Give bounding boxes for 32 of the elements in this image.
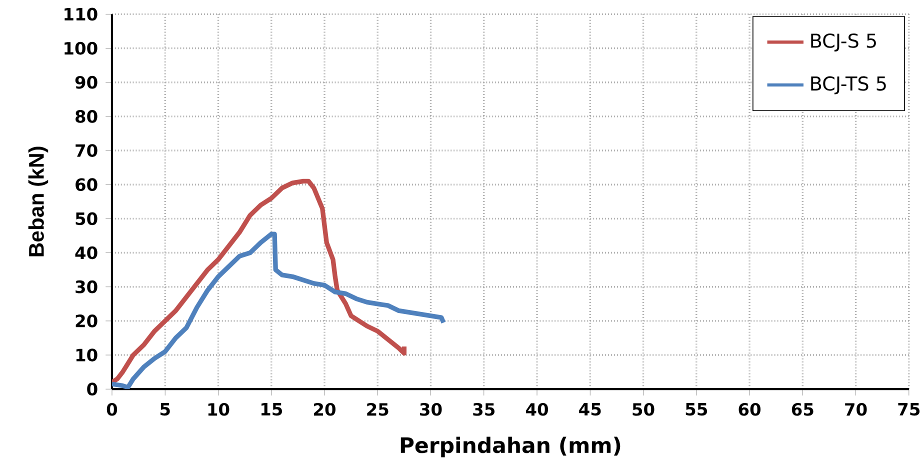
y-axis-title: Beban (kN) — [28, 146, 48, 256]
y-tick-label: 80 — [76, 110, 98, 123]
x-tick-label: 55 — [686, 402, 708, 416]
x-tick-label: 60 — [738, 402, 761, 416]
y-tick-label: 100 — [64, 42, 98, 55]
x-tick-label: 25 — [367, 402, 388, 416]
x-tick-label: 35 — [473, 402, 495, 416]
x-tick-label: 30 — [420, 402, 442, 416]
x-tick-label: 70 — [845, 402, 867, 416]
y-tick-label: 90 — [75, 76, 98, 89]
x-tick-label: 15 — [261, 402, 282, 416]
x-tick-label: 75 — [898, 402, 920, 416]
y-tick-label: 0 — [87, 382, 98, 396]
y-tick-label: 60 — [76, 178, 98, 192]
x-tick-label: 10 — [208, 402, 230, 416]
y-tick-label: 40 — [75, 246, 98, 260]
y-tick-label: 20 — [76, 314, 98, 328]
legend-label: BCJ-TS 5 — [811, 76, 886, 94]
x-tick-label: 65 — [792, 402, 814, 416]
y-tick-label: 30 — [76, 280, 98, 294]
x-axis-title: Perpindahan (mm) — [400, 436, 620, 458]
y-tick-label: 110 — [64, 8, 98, 21]
x-tick-label: 45 — [579, 402, 601, 416]
y-tick-label: 70 — [76, 144, 98, 157]
x-tick-label: 20 — [314, 402, 336, 416]
x-tick-label: 40 — [526, 402, 548, 416]
legend-label: BCJ-S 5 — [811, 33, 876, 52]
x-tick-label: 0 — [106, 402, 118, 416]
y-tick-label: 10 — [76, 348, 98, 362]
y-tick-label: 50 — [76, 212, 98, 226]
x-tick-label: 50 — [632, 402, 654, 416]
x-tick-label: 5 — [160, 402, 170, 416]
